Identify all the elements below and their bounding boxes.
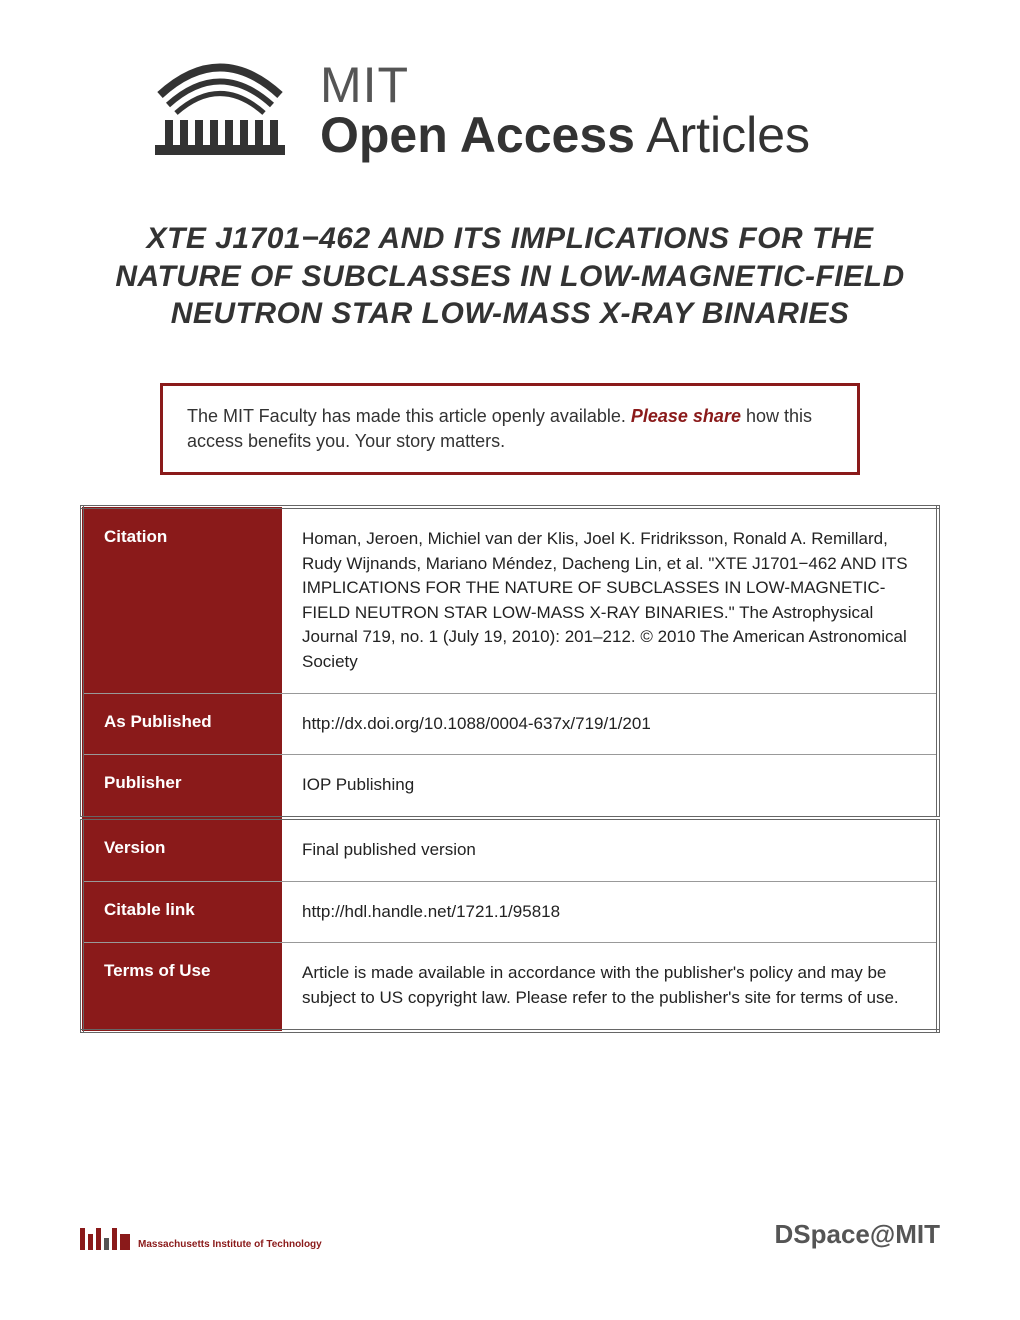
citable-link-label: Citable link [82,881,282,943]
table-row: Version Final published version [82,818,938,881]
as-published-label: As Published [82,693,282,755]
citation-label: Citation [82,507,282,693]
mit-small-logo: Massachusetts Institute of Technology [80,1228,322,1250]
version-value: Final published version [282,818,938,881]
please-share-link[interactable]: Please share [631,406,741,426]
table-row: Citation Homan, Jeroen, Michiel van der … [82,507,938,693]
as-published-value[interactable]: http://dx.doi.org/10.1088/0004-637x/719/… [282,693,938,755]
mit-dome-icon [140,50,300,160]
logo-open-access-text: Open Access Articles [320,110,810,160]
table-row: Terms of Use Article is made available i… [82,943,938,1031]
mit-full-text: Massachusetts Institute of Technology [138,1239,322,1250]
publisher-value: IOP Publishing [282,755,938,818]
header-logo-block: MIT Open Access Articles [140,50,940,160]
publisher-label: Publisher [82,755,282,818]
dspace-label: DSpace@MIT [775,1219,941,1250]
table-row: As Published http://dx.doi.org/10.1088/0… [82,693,938,755]
citation-value: Homan, Jeroen, Michiel van der Klis, Joe… [282,507,938,693]
citable-link-value[interactable]: http://hdl.handle.net/1721.1/95818 [282,881,938,943]
mit-bars-icon [80,1228,130,1250]
share-prefix: The MIT Faculty has made this article op… [187,406,631,426]
share-notice-box: The MIT Faculty has made this article op… [160,383,860,475]
version-label: Version [82,818,282,881]
table-row: Citable link http://hdl.handle.net/1721.… [82,881,938,943]
table-row: Publisher IOP Publishing [82,755,938,818]
logo-text: MIT Open Access Articles [320,60,810,160]
metadata-table: Citation Homan, Jeroen, Michiel van der … [80,505,940,1033]
footer: Massachusetts Institute of Technology DS… [80,1219,940,1250]
article-title: XTE J1701−462 AND ITS IMPLICATIONS FOR T… [80,220,940,333]
logo-mit-text: MIT [320,60,810,110]
terms-value: Article is made available in accordance … [282,943,938,1031]
terms-label: Terms of Use [82,943,282,1031]
